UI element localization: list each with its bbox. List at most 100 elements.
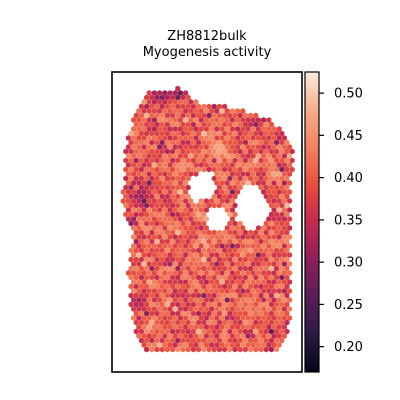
tissue-spot	[131, 234, 136, 240]
tissue-spot	[154, 176, 159, 182]
tissue-spot	[253, 311, 258, 317]
tissue-spot	[123, 185, 128, 191]
tissue-spot	[230, 198, 235, 204]
tissue-spot	[256, 171, 261, 177]
tissue-spot	[277, 333, 282, 339]
tissue-spot	[227, 176, 232, 182]
tissue-spot	[212, 203, 217, 209]
tissue-spot	[240, 333, 245, 339]
tissue-spot	[191, 158, 196, 164]
tissue-spot	[235, 270, 240, 276]
tissue-spot	[269, 257, 274, 263]
tissue-spot	[217, 131, 222, 137]
tissue-spot	[154, 113, 159, 119]
tissue-spot	[139, 176, 144, 182]
tissue-spot	[235, 126, 240, 132]
tissue-spot	[183, 333, 188, 339]
tissue-spot	[126, 198, 131, 204]
tissue-spot	[141, 189, 146, 195]
tissue-spot	[162, 189, 167, 195]
colorbar-tick-label: 0.50	[334, 87, 363, 102]
tissue-spot	[136, 315, 141, 321]
tissue-spot	[261, 171, 266, 177]
tissue-spot	[264, 176, 269, 182]
tissue-spot	[214, 117, 219, 123]
tissue-spot	[222, 104, 227, 110]
tissue-spot	[266, 189, 271, 195]
tissue-spot	[134, 275, 139, 281]
tissue-spot	[245, 234, 250, 240]
tissue-spot	[240, 261, 245, 267]
tissue-spot	[144, 158, 149, 164]
tissue-spot	[238, 167, 243, 173]
tissue-spot	[162, 306, 167, 312]
tissue-spot	[152, 216, 157, 222]
tissue-spot	[141, 99, 146, 105]
tissue-spot	[193, 234, 198, 240]
tissue-spot	[235, 108, 240, 114]
tissue-spot	[245, 270, 250, 276]
tissue-spot	[199, 108, 204, 114]
tissue-spot	[178, 207, 183, 213]
tissue-spot	[271, 261, 276, 267]
tissue-spot	[212, 140, 217, 146]
tissue-spot	[126, 207, 131, 213]
tissue-spot	[222, 194, 227, 200]
tissue-spot	[175, 293, 180, 299]
tissue-spot	[165, 284, 170, 290]
tissue-spot	[136, 234, 141, 240]
tissue-spot	[248, 176, 253, 182]
tissue-spot	[243, 122, 248, 128]
tissue-spot	[258, 302, 263, 308]
tissue-spot	[264, 284, 269, 290]
tissue-spot	[201, 221, 206, 227]
tissue-spot	[134, 266, 139, 272]
tissue-spot	[186, 248, 191, 254]
tissue-spot	[240, 225, 245, 231]
tissue-spot	[209, 135, 214, 141]
tissue-spot	[173, 288, 178, 294]
tissue-spot	[201, 338, 206, 344]
tissue-spot	[162, 324, 167, 330]
tissue-spot	[178, 108, 183, 114]
tissue-spot	[256, 342, 261, 348]
tissue-spot	[152, 297, 157, 303]
tissue-spot	[206, 338, 211, 344]
tissue-spot	[121, 198, 126, 204]
tissue-spot	[180, 302, 185, 308]
tissue-spot	[258, 122, 263, 128]
tissue-spot	[227, 203, 232, 209]
tissue-spot	[141, 180, 146, 186]
tissue-spot	[206, 347, 211, 353]
tissue-spot	[183, 306, 188, 312]
tissue-spot	[238, 113, 243, 119]
tissue-spot	[167, 144, 172, 150]
tissue-spot	[204, 216, 209, 222]
tissue-spot	[199, 306, 204, 312]
tissue-spot	[206, 266, 211, 272]
tissue-spot	[178, 198, 183, 204]
tissue-spot	[191, 284, 196, 290]
tissue-spot	[201, 212, 206, 218]
tissue-spot	[126, 270, 131, 276]
tissue-spot	[144, 347, 149, 353]
tissue-spot	[274, 284, 279, 290]
tissue-spot	[271, 342, 276, 348]
tissue-spot	[248, 329, 253, 335]
tissue-spot	[139, 158, 144, 164]
tissue-spot	[144, 131, 149, 137]
tissue-spot	[201, 293, 206, 299]
tissue-spot	[277, 234, 282, 240]
tissue-spot	[141, 162, 146, 168]
tissue-spot	[251, 279, 256, 285]
tissue-spot	[196, 275, 201, 281]
tissue-spot	[245, 315, 250, 321]
colorbar	[305, 72, 319, 372]
tissue-spot	[191, 248, 196, 254]
tissue-spot	[175, 347, 180, 353]
tissue-spot	[136, 108, 141, 114]
tissue-spot	[201, 239, 206, 245]
tissue-spot	[160, 194, 165, 200]
tissue-spot	[173, 270, 178, 276]
tissue-spot	[243, 293, 248, 299]
